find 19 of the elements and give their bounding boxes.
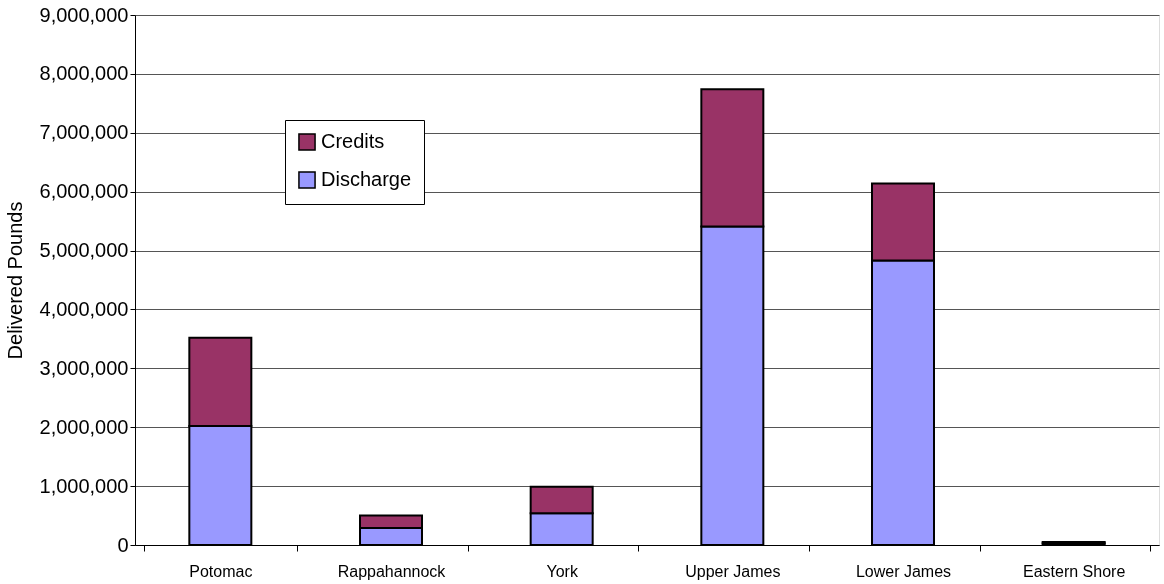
y-tick-label: 0 [117, 533, 129, 556]
x-tick-label: Upper James [685, 562, 781, 580]
y-tick-label: 8,000,000 [39, 62, 129, 85]
x-tick-label: Lower James [855, 562, 952, 580]
y-tick-label: 4,000,000 [39, 297, 129, 320]
x-tick-label: Eastern Shore [1023, 562, 1126, 580]
y-tick-label: 5,000,000 [39, 239, 129, 262]
legend-label: Discharge [321, 168, 412, 190]
y-tick-label: 7,000,000 [39, 121, 129, 144]
x-tick-label: Potomac [189, 562, 253, 580]
y-tick-label: 1,000,000 [39, 474, 129, 497]
y-tick-label: 6,000,000 [39, 180, 129, 203]
y-tick-label: 3,000,000 [39, 356, 129, 379]
x-tick-label: York [546, 562, 579, 580]
y-axis-title: Delivered Pounds [3, 201, 26, 360]
x-tick-label: Rappahannock [337, 562, 447, 580]
y-tick-label: 2,000,000 [39, 415, 129, 438]
y-tick-label: 9,000,000 [39, 3, 129, 26]
legend-label: Credits [321, 130, 385, 152]
